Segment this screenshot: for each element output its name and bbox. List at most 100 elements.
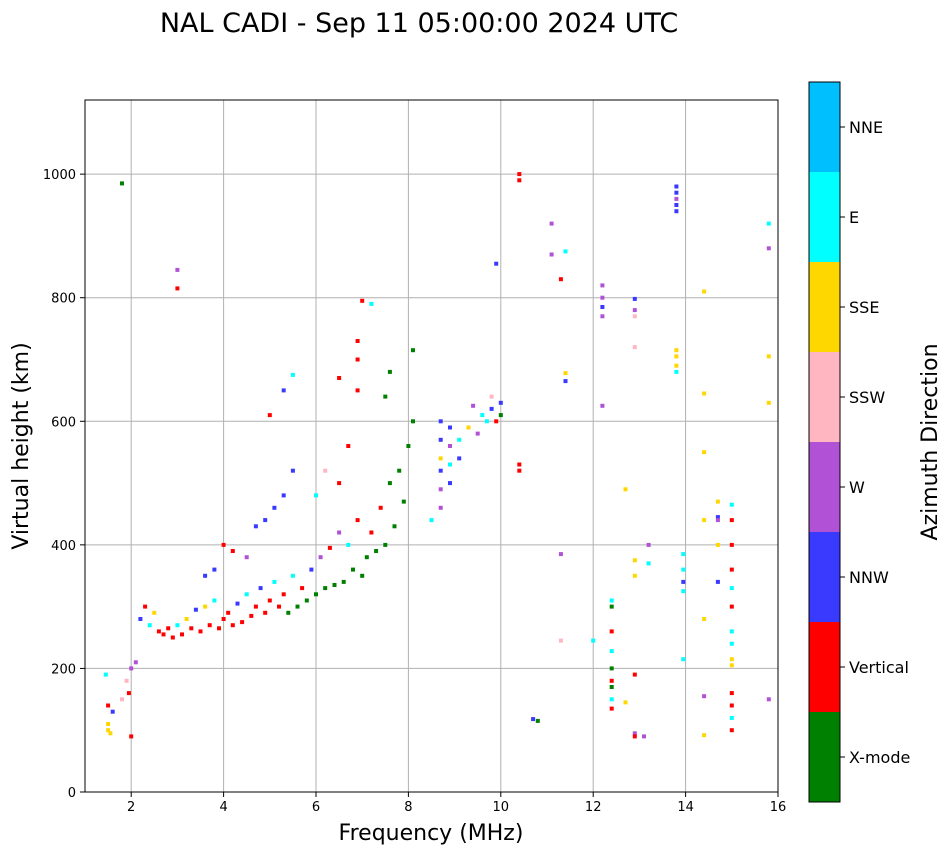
data-point — [674, 196, 679, 201]
data-point — [341, 579, 346, 584]
data-point — [346, 444, 351, 448]
data-point — [108, 731, 113, 736]
data-point — [143, 604, 148, 609]
data-marks — [103, 172, 771, 739]
data-point — [729, 629, 734, 634]
data-point — [702, 450, 707, 455]
data-point — [702, 694, 707, 699]
colorbar-segment — [809, 532, 840, 622]
data-point — [429, 518, 434, 523]
data-point — [729, 641, 734, 646]
data-point — [729, 715, 734, 720]
data-point — [632, 731, 637, 736]
data-point — [558, 638, 563, 643]
x-tick-label: 14 — [677, 800, 694, 815]
data-point — [438, 456, 443, 461]
data-point — [448, 425, 452, 430]
data-point — [489, 394, 494, 399]
colorbar-label: X-mode — [849, 748, 910, 767]
data-point — [681, 579, 686, 584]
data-point — [253, 604, 258, 609]
data-point — [249, 613, 254, 618]
data-point — [632, 308, 637, 313]
data-point — [498, 400, 503, 405]
data-point — [632, 314, 637, 319]
data-point — [272, 579, 277, 584]
colorbar-label: NNW — [849, 568, 889, 587]
data-point — [471, 403, 476, 408]
data-point — [674, 184, 679, 189]
colorbar-label: SSW — [849, 388, 885, 407]
data-point — [600, 295, 605, 300]
data-point — [448, 444, 452, 448]
data-point — [161, 632, 166, 637]
data-point — [170, 635, 175, 640]
data-point — [110, 709, 115, 714]
data-point — [674, 363, 679, 368]
data-point — [715, 579, 720, 584]
x-axis-ticks: 2 4 6 8 10 12 14 16 — [127, 792, 786, 815]
data-point — [517, 462, 522, 467]
data-point — [258, 586, 263, 591]
data-point — [129, 666, 134, 671]
data-point — [494, 261, 499, 266]
data-point — [674, 354, 679, 359]
colorbar-segment — [809, 172, 840, 262]
data-point — [327, 545, 332, 550]
data-point — [235, 601, 240, 606]
data-point — [646, 542, 651, 547]
data-point — [498, 413, 503, 418]
data-point — [438, 487, 443, 492]
data-point — [674, 203, 679, 207]
colorbar-segment — [809, 82, 840, 172]
data-point — [230, 549, 235, 553]
data-point — [230, 623, 235, 628]
data-point — [489, 406, 494, 411]
data-point — [290, 573, 295, 578]
data-point — [715, 518, 720, 523]
data-point — [549, 221, 554, 226]
data-point — [253, 524, 258, 529]
data-point — [323, 468, 328, 473]
data-point — [729, 663, 734, 668]
data-point — [203, 573, 208, 578]
data-point — [674, 369, 679, 374]
data-point — [702, 617, 707, 621]
data-point — [563, 249, 568, 254]
data-point — [126, 691, 131, 696]
data-point — [401, 499, 406, 504]
data-point — [729, 567, 734, 572]
colorbar-label: Vertical — [849, 658, 909, 677]
data-point — [120, 181, 124, 186]
data-point — [702, 391, 707, 396]
data-point — [267, 413, 272, 418]
data-point — [632, 672, 637, 677]
data-point — [106, 728, 111, 733]
data-point — [702, 733, 707, 738]
data-point — [411, 348, 415, 353]
data-point — [124, 678, 129, 683]
data-point — [623, 487, 628, 492]
data-point — [729, 502, 734, 507]
data-point — [600, 314, 605, 319]
data-point — [600, 403, 605, 408]
data-point — [702, 289, 707, 294]
data-point — [212, 598, 217, 603]
data-point — [609, 678, 614, 683]
data-point — [609, 604, 614, 609]
data-point — [702, 518, 707, 523]
data-point — [517, 468, 522, 473]
data-point — [355, 518, 360, 523]
data-point — [147, 623, 152, 628]
data-point — [681, 552, 686, 557]
data-point — [563, 371, 568, 376]
data-point — [351, 567, 355, 572]
data-point — [438, 437, 443, 442]
data-point — [411, 419, 415, 424]
data-point — [632, 558, 637, 563]
data-point — [221, 542, 226, 547]
data-point — [729, 518, 734, 523]
data-point — [766, 246, 771, 251]
x-tick-label: 8 — [404, 800, 412, 815]
data-point — [674, 190, 679, 195]
